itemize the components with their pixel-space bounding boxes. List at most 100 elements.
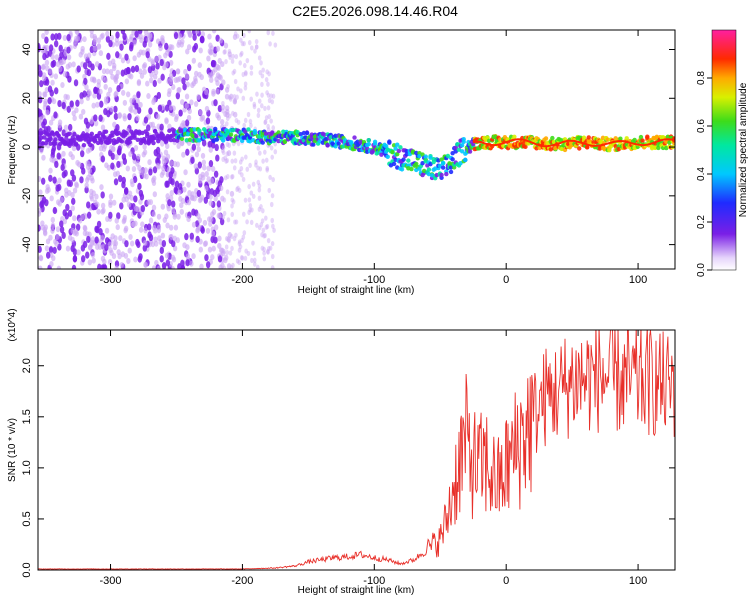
spectral-blob — [261, 158, 265, 164]
spectral-blob — [171, 256, 177, 263]
spectral-blob — [252, 101, 257, 107]
spectral-blob — [171, 240, 176, 248]
bottom-plot-frame — [37, 329, 676, 571]
spectral-blob — [85, 160, 91, 167]
spectral-blob — [41, 196, 47, 204]
spectral-blob — [213, 99, 218, 107]
ridge-blob — [406, 158, 411, 163]
spectral-blob — [62, 70, 68, 77]
spectral-blob — [155, 38, 161, 45]
top-x-axis-label: Height of straight line (km) — [298, 285, 415, 296]
ridge-blob — [605, 137, 610, 142]
spectral-blob — [90, 252, 96, 259]
spectral-blob — [260, 232, 264, 238]
spectral-blob — [50, 227, 55, 234]
spectral-blob — [224, 86, 230, 93]
spectral-blob — [219, 218, 225, 226]
spectral-blob — [61, 58, 66, 65]
spectral-blob — [87, 244, 93, 251]
spectral-blob — [94, 61, 100, 68]
spectral-blob — [193, 78, 198, 85]
spectral-blob — [227, 113, 232, 119]
spectral-blob — [201, 139, 207, 147]
spectral-blob — [105, 68, 110, 75]
bottom-y-tick-label: 2.0 — [21, 358, 33, 373]
ridge-blob — [228, 132, 234, 137]
spectral-blob — [143, 30, 149, 36]
top-x-tick-label: 0 — [503, 274, 509, 286]
spectral-blob — [48, 44, 54, 52]
spectral-blob — [259, 204, 263, 210]
spectral-blob — [227, 94, 232, 101]
ridge-blob — [426, 167, 432, 172]
spectral-blob — [100, 191, 105, 199]
spectral-blob — [86, 235, 91, 244]
spectral-blob — [247, 30, 252, 34]
spectral-blob — [68, 151, 73, 158]
spectral-blob — [116, 160, 121, 169]
ridge-blob — [48, 141, 53, 146]
spectral-blob — [231, 70, 236, 76]
spectral-blob — [273, 42, 278, 48]
spectral-blob — [243, 81, 248, 87]
spectral-blob — [248, 162, 252, 168]
spectral-blob — [169, 160, 174, 167]
spectral-blob — [146, 199, 151, 206]
spectral-blob — [247, 40, 252, 46]
spectral-blob — [70, 205, 75, 212]
colorbar-label: Normalized spectral amplitude — [738, 82, 749, 217]
spectral-blob — [50, 216, 56, 223]
spectral-blob — [90, 177, 95, 184]
spectral-blob — [217, 235, 222, 242]
spectral-blob — [80, 255, 86, 263]
spectral-blob — [80, 45, 85, 52]
spectral-blob — [66, 105, 71, 113]
spectral-blob — [225, 189, 230, 195]
spectral-blob — [209, 76, 214, 83]
ridge-blob — [383, 143, 389, 149]
top-x-axis: -300 -200 -100 0 100 — [100, 30, 647, 286]
spectral-blob — [62, 34, 68, 41]
spectral-blob — [223, 49, 227, 55]
spectral-blob — [82, 90, 87, 98]
spectral-blob — [195, 226, 201, 233]
spectral-blob — [160, 203, 165, 210]
spectral-blob — [183, 169, 188, 176]
spectral-blob — [173, 77, 179, 84]
spectral-blob — [99, 33, 104, 40]
spectral-blob — [260, 92, 264, 98]
spectral-blob — [249, 219, 254, 225]
spectral-blob — [54, 33, 59, 41]
spectral-blob — [122, 32, 127, 41]
spectral-blob — [211, 90, 216, 97]
spectral-blob — [186, 64, 192, 72]
spectral-blob — [232, 165, 237, 171]
spectral-blob — [220, 61, 225, 68]
spectral-blob — [138, 101, 143, 108]
spectral-blob — [50, 60, 55, 68]
spectral-blob — [122, 214, 128, 221]
spectral-blob — [178, 109, 183, 117]
spectral-blob — [120, 57, 126, 64]
spectral-blob — [256, 165, 260, 171]
spectral-blob — [251, 181, 256, 187]
spectral-blob — [215, 112, 220, 119]
spectral-blob — [243, 255, 248, 261]
spectral-blob — [215, 45, 221, 52]
spectral-blob — [168, 104, 174, 111]
spectral-blob — [155, 113, 161, 120]
ridge-blob — [385, 154, 390, 159]
spectral-blob — [63, 124, 69, 131]
bottom-x-tick-label: -300 — [100, 575, 122, 587]
top-x-tick-label: 100 — [629, 274, 647, 286]
spectral-blob — [142, 143, 147, 150]
spectral-blob — [115, 69, 121, 76]
spectral-blob — [41, 63, 47, 70]
spectral-blob — [38, 45, 41, 53]
spectral-blob — [38, 265, 43, 269]
spectral-blob — [101, 68, 107, 75]
spectral-blob — [169, 233, 174, 240]
spectral-blob — [242, 41, 246, 47]
spectral-blob — [214, 143, 219, 152]
spectral-blob — [222, 210, 227, 217]
